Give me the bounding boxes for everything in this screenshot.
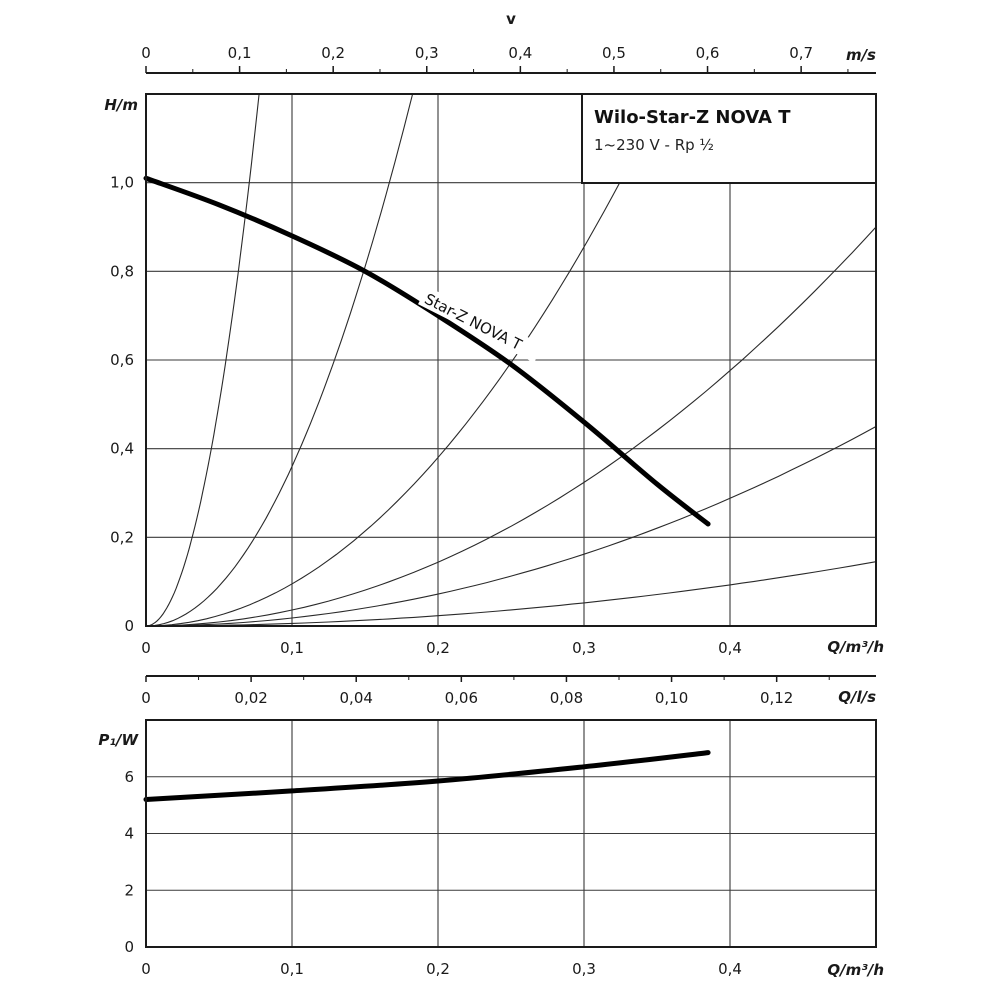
head-y-tick: 0 bbox=[124, 617, 134, 635]
velocity-tick: 0,3 bbox=[415, 44, 439, 62]
pump-curve-group: Star-Z NOVA T bbox=[143, 175, 711, 527]
system-curves bbox=[145, 93, 877, 627]
head-y-tick: 0,8 bbox=[110, 262, 134, 280]
pump-curve bbox=[143, 175, 711, 527]
flow-ls-axis: Q/l/s 0 0,02 0,04 0,06 0,08 0,10 0,12 bbox=[141, 675, 876, 707]
flow-ls-tick: 0,08 bbox=[550, 689, 583, 707]
head-x-tick: 0 bbox=[141, 639, 151, 657]
head-chart-frame bbox=[145, 93, 877, 627]
pump-curve-label-group: Star-Z NOVA T bbox=[418, 286, 544, 363]
system-curve-1 bbox=[145, 93, 260, 627]
power-curve-line bbox=[143, 750, 711, 802]
flow-ls-axis-label: Q/l/s bbox=[838, 688, 876, 706]
flow-ls-tick: 0,02 bbox=[234, 689, 267, 707]
pump-curve-label: Star-Z NOVA T bbox=[422, 290, 526, 354]
flow-ls-tick: 0,12 bbox=[760, 689, 793, 707]
head-y-tick: 0,6 bbox=[110, 351, 134, 369]
power-curve-group bbox=[143, 750, 711, 802]
velocity-tick: 0,5 bbox=[602, 44, 626, 62]
power-y-tick: 0 bbox=[124, 938, 134, 956]
pump-curve-label-bg bbox=[418, 286, 544, 363]
velocity-tick: 0,4 bbox=[508, 44, 532, 62]
legend-box: Wilo-Star-Z NOVA T 1~230 V - Rp ½ bbox=[581, 93, 877, 184]
velocity-axis-title: v bbox=[506, 10, 516, 28]
head-y-tick: 0,2 bbox=[110, 528, 134, 546]
velocity-tick: 0 bbox=[141, 44, 151, 62]
power-x-tick: 0,1 bbox=[280, 960, 304, 978]
flow-ls-tick: 0 bbox=[141, 689, 151, 707]
head-x-tick: 0,1 bbox=[280, 639, 304, 657]
power-ticks: 0 0,1 0,2 0,3 0,4 0 2 4 6 bbox=[124, 768, 741, 978]
system-curve-4 bbox=[145, 226, 877, 627]
power-chart-grid bbox=[146, 720, 876, 947]
velocity-axis-unit: m/s bbox=[846, 46, 876, 64]
velocity-axis: v m/s 0 0,1 0,2 0,3 0,4 0,5 0,6 0,7 bbox=[141, 10, 876, 74]
head-x-tick: 0,2 bbox=[426, 639, 450, 657]
power-x-tick: 0,2 bbox=[426, 960, 450, 978]
chart-title: Wilo-Star-Z NOVA T bbox=[594, 107, 791, 128]
velocity-tick: 0,2 bbox=[321, 44, 345, 62]
flow-ls-tick: 0,06 bbox=[445, 689, 478, 707]
head-x-tick: 0,4 bbox=[718, 639, 742, 657]
system-curve-2 bbox=[145, 93, 414, 627]
power-y-tick: 4 bbox=[124, 825, 134, 843]
flow-ls-tick: 0,10 bbox=[655, 689, 688, 707]
head-x-axis-label: Q/m³/h bbox=[827, 638, 884, 656]
system-curve-3 bbox=[145, 93, 666, 627]
head-y-axis-label: H/m bbox=[104, 96, 138, 114]
head-ticks: 0 0,1 0,2 0,3 0,4 0 0,2 0,4 0,6 0,8 1,0 bbox=[110, 174, 742, 657]
velocity-tick: 0,1 bbox=[228, 44, 252, 62]
power-x-axis-label: Q/m³/h bbox=[827, 961, 884, 979]
chart-subtitle: 1~230 V - Rp ½ bbox=[594, 136, 714, 154]
power-x-tick: 0,3 bbox=[572, 960, 596, 978]
system-curve-5 bbox=[145, 426, 877, 627]
power-x-tick: 0,4 bbox=[718, 960, 742, 978]
system-curve-6 bbox=[146, 561, 877, 627]
head-y-tick: 0,4 bbox=[110, 440, 134, 458]
power-y-tick: 2 bbox=[124, 881, 134, 899]
flow-ls-tick: 0,04 bbox=[340, 689, 373, 707]
power-y-axis-label: P₁/W bbox=[98, 731, 139, 749]
power-x-tick: 0 bbox=[141, 960, 151, 978]
power-y-tick: 6 bbox=[124, 768, 134, 786]
head-x-tick: 0,3 bbox=[572, 639, 596, 657]
velocity-tick: 0,6 bbox=[696, 44, 720, 62]
power-chart-frame bbox=[145, 719, 877, 948]
head-y-tick: 1,0 bbox=[110, 174, 134, 192]
velocity-tick: 0,7 bbox=[789, 44, 813, 62]
